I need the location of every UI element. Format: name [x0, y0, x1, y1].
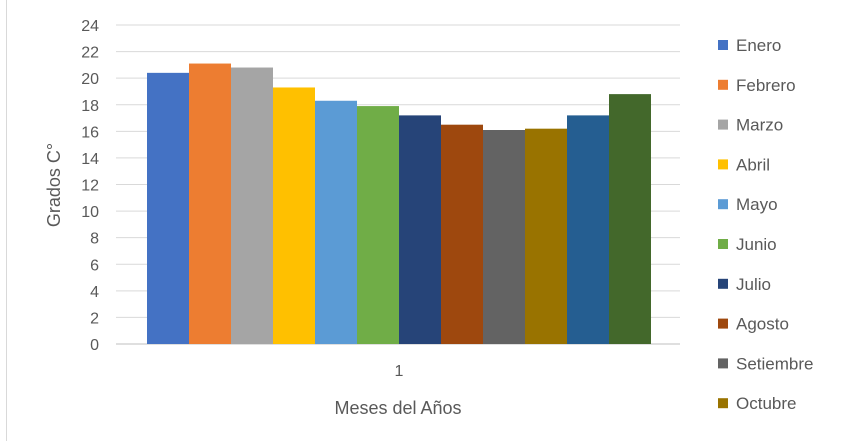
legend-label: Junio	[736, 235, 777, 254]
bar-agosto	[441, 124, 483, 344]
y-tick-label: 20	[81, 71, 99, 88]
bar-octubre	[525, 128, 567, 344]
bar-enero	[147, 72, 189, 344]
legend-item-setiembre: Setiembre	[718, 354, 813, 373]
y-tick-label: 10	[81, 204, 99, 221]
legend-swatch	[718, 159, 728, 170]
legend-swatch	[718, 278, 728, 289]
bars	[147, 63, 651, 345]
y-tick-label: 8	[90, 231, 99, 248]
legend-swatch	[718, 79, 728, 90]
legend: Enero Febrero Marzo Abril Mayo Junio Julio Agos…	[718, 36, 813, 413]
legend-swatch	[718, 119, 728, 130]
y-tick-label: 0	[90, 337, 99, 354]
bar-febrero	[189, 63, 231, 344]
legend-label: Abril	[736, 155, 770, 174]
bar-mayo	[315, 100, 357, 344]
legend-label: Febrero	[736, 76, 796, 95]
x-axis-title: Meses del Años	[334, 398, 461, 418]
bar-noviembre	[567, 115, 609, 344]
legend-swatch	[718, 398, 728, 409]
y-tick-label: 18	[81, 98, 99, 115]
legend-item-mayo: Mayo	[718, 195, 778, 214]
bar-junio	[357, 106, 399, 345]
y-tick-label: 12	[81, 178, 99, 195]
legend-item-enero: Enero	[718, 36, 781, 55]
legend-item-julio: Julio	[718, 275, 771, 294]
legend-item-junio: Junio	[718, 235, 777, 254]
y-tick-label: 2	[90, 310, 99, 327]
bar-setiembre	[483, 130, 525, 344]
legend-swatch	[718, 199, 728, 210]
x-axis-ticks: 1	[395, 363, 404, 380]
legend-label: Octubre	[736, 394, 796, 413]
legend-item-agosto: Agosto	[718, 315, 789, 334]
legend-label: Marzo	[736, 116, 783, 135]
legend-swatch	[718, 239, 728, 249]
legend-swatch	[718, 318, 728, 329]
legend-item-marzo: Marzo	[718, 116, 783, 135]
bar-marzo	[231, 67, 273, 345]
bar-julio	[399, 115, 441, 344]
bar-abril	[273, 87, 315, 345]
legend-item-octubre: Octubre	[718, 394, 796, 413]
legend-label: Agosto	[736, 315, 789, 334]
bar-diciembre	[609, 94, 651, 344]
y-tick-label: 4	[90, 284, 99, 301]
legend-item-febrero: Febrero	[718, 76, 796, 95]
y-tick-label: 16	[81, 124, 99, 141]
y-tick-label: 24	[81, 18, 99, 35]
legend-label: Mayo	[736, 195, 778, 214]
legend-label: Setiembre	[736, 354, 813, 373]
legend-swatch	[718, 40, 728, 50]
legend-label: Enero	[736, 36, 781, 55]
x-tick-label: 1	[395, 363, 404, 380]
y-tick-label: 14	[81, 151, 99, 168]
chart-border	[6, 0, 7, 441]
legend-label: Julio	[736, 275, 771, 294]
y-tick-label: 22	[81, 45, 99, 62]
legend-item-abril: Abril	[718, 155, 770, 174]
legend-swatch	[718, 358, 728, 369]
y-tick-label: 6	[90, 257, 99, 274]
y-axis-title: Grados C°	[44, 143, 64, 227]
